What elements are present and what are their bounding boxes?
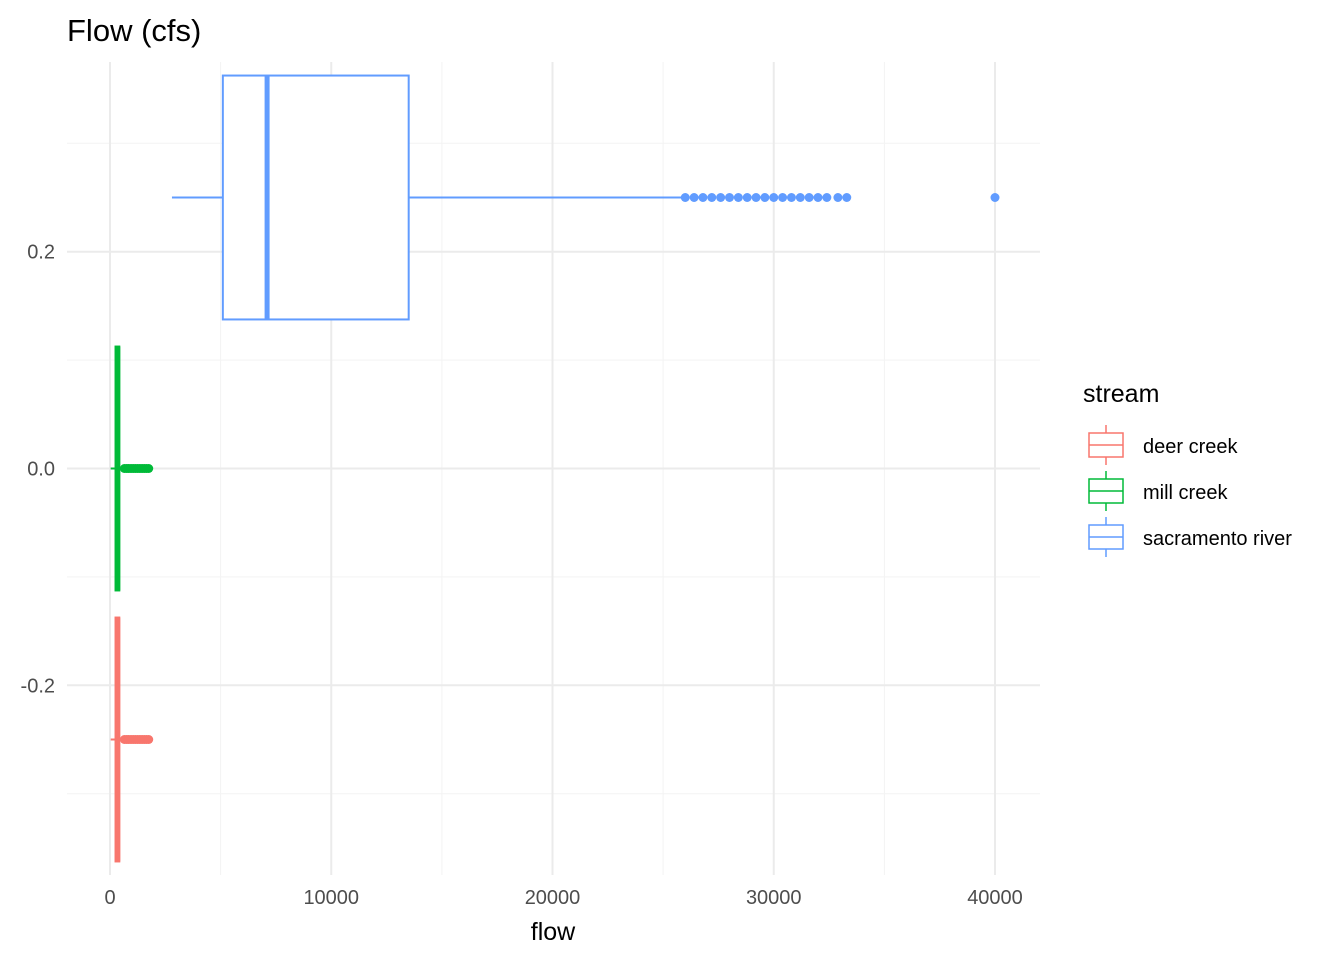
x-tick-label: 10000 xyxy=(303,887,359,909)
x-tick-label: 40000 xyxy=(967,887,1023,909)
outlier-point xyxy=(990,193,1000,202)
legend-label: deer creek xyxy=(1143,436,1238,458)
outlier-point xyxy=(778,193,788,202)
x-tick-label: 0 xyxy=(104,887,115,909)
outlier-point xyxy=(769,193,779,202)
x-axis-title: flow xyxy=(531,918,576,946)
y-tick-label: 0.2 xyxy=(27,242,55,264)
boxplot-sacramento-river xyxy=(171,74,1000,321)
outlier-point xyxy=(760,193,770,202)
chart-title: Flow (cfs) xyxy=(67,13,201,48)
outlier-point xyxy=(842,193,852,202)
outlier-point xyxy=(707,193,717,202)
outlier-point xyxy=(751,193,761,202)
outlier-point xyxy=(680,193,690,202)
outlier-point xyxy=(742,193,752,202)
legend-item-mill-creek: mill creek xyxy=(1088,471,1228,511)
y-tick-label: 0.0 xyxy=(27,459,55,481)
grid xyxy=(67,62,1040,875)
x-tick-label: 30000 xyxy=(746,887,802,909)
box xyxy=(221,74,410,321)
outlier-point xyxy=(813,193,823,202)
outlier-point xyxy=(733,193,743,202)
x-tick-label: 20000 xyxy=(525,887,581,909)
legend-label: sacramento river xyxy=(1143,528,1292,550)
outlier-point xyxy=(144,735,154,744)
outlier-point xyxy=(716,193,726,202)
legend-item-deer-creek: deer creek xyxy=(1088,425,1238,465)
y-tick-label: -0.2 xyxy=(21,675,55,697)
boxplot-deer-creek xyxy=(110,616,154,863)
outlier-point xyxy=(786,193,796,202)
boxplot-mill-creek xyxy=(110,345,154,592)
legend-item-sacramento-river: sacramento river xyxy=(1088,517,1292,557)
outlier-point xyxy=(833,193,843,202)
outlier-point xyxy=(725,193,734,202)
legend-title: stream xyxy=(1083,380,1159,408)
legend: stream deer creek mill creek sacramento ri… xyxy=(1083,380,1292,557)
boxplots xyxy=(110,74,1000,863)
outlier-point xyxy=(822,193,832,202)
outlier-point xyxy=(689,193,699,202)
outlier-point xyxy=(804,193,814,202)
outlier-point xyxy=(144,464,154,473)
outlier-point xyxy=(795,193,805,202)
outlier-point xyxy=(698,193,708,202)
legend-label: mill creek xyxy=(1143,482,1228,504)
y-axis-ticks: -0.2 0.0 0.2 xyxy=(21,242,55,698)
x-axis-ticks: 0 10000 20000 30000 40000 xyxy=(104,887,1022,909)
